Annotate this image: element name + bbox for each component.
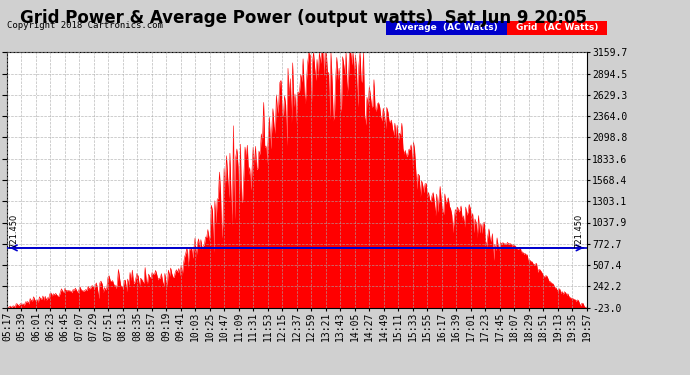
Text: 721.450: 721.450 bbox=[10, 214, 19, 248]
Text: 721.450: 721.450 bbox=[575, 214, 584, 248]
Text: Copyright 2018 Cartronics.com: Copyright 2018 Cartronics.com bbox=[7, 21, 163, 30]
Text: Grid  (AC Watts): Grid (AC Watts) bbox=[516, 23, 598, 32]
Text: Grid Power & Average Power (output watts)  Sat Jun 9 20:05: Grid Power & Average Power (output watts… bbox=[20, 9, 587, 27]
Text: Average  (AC Watts): Average (AC Watts) bbox=[395, 23, 498, 32]
